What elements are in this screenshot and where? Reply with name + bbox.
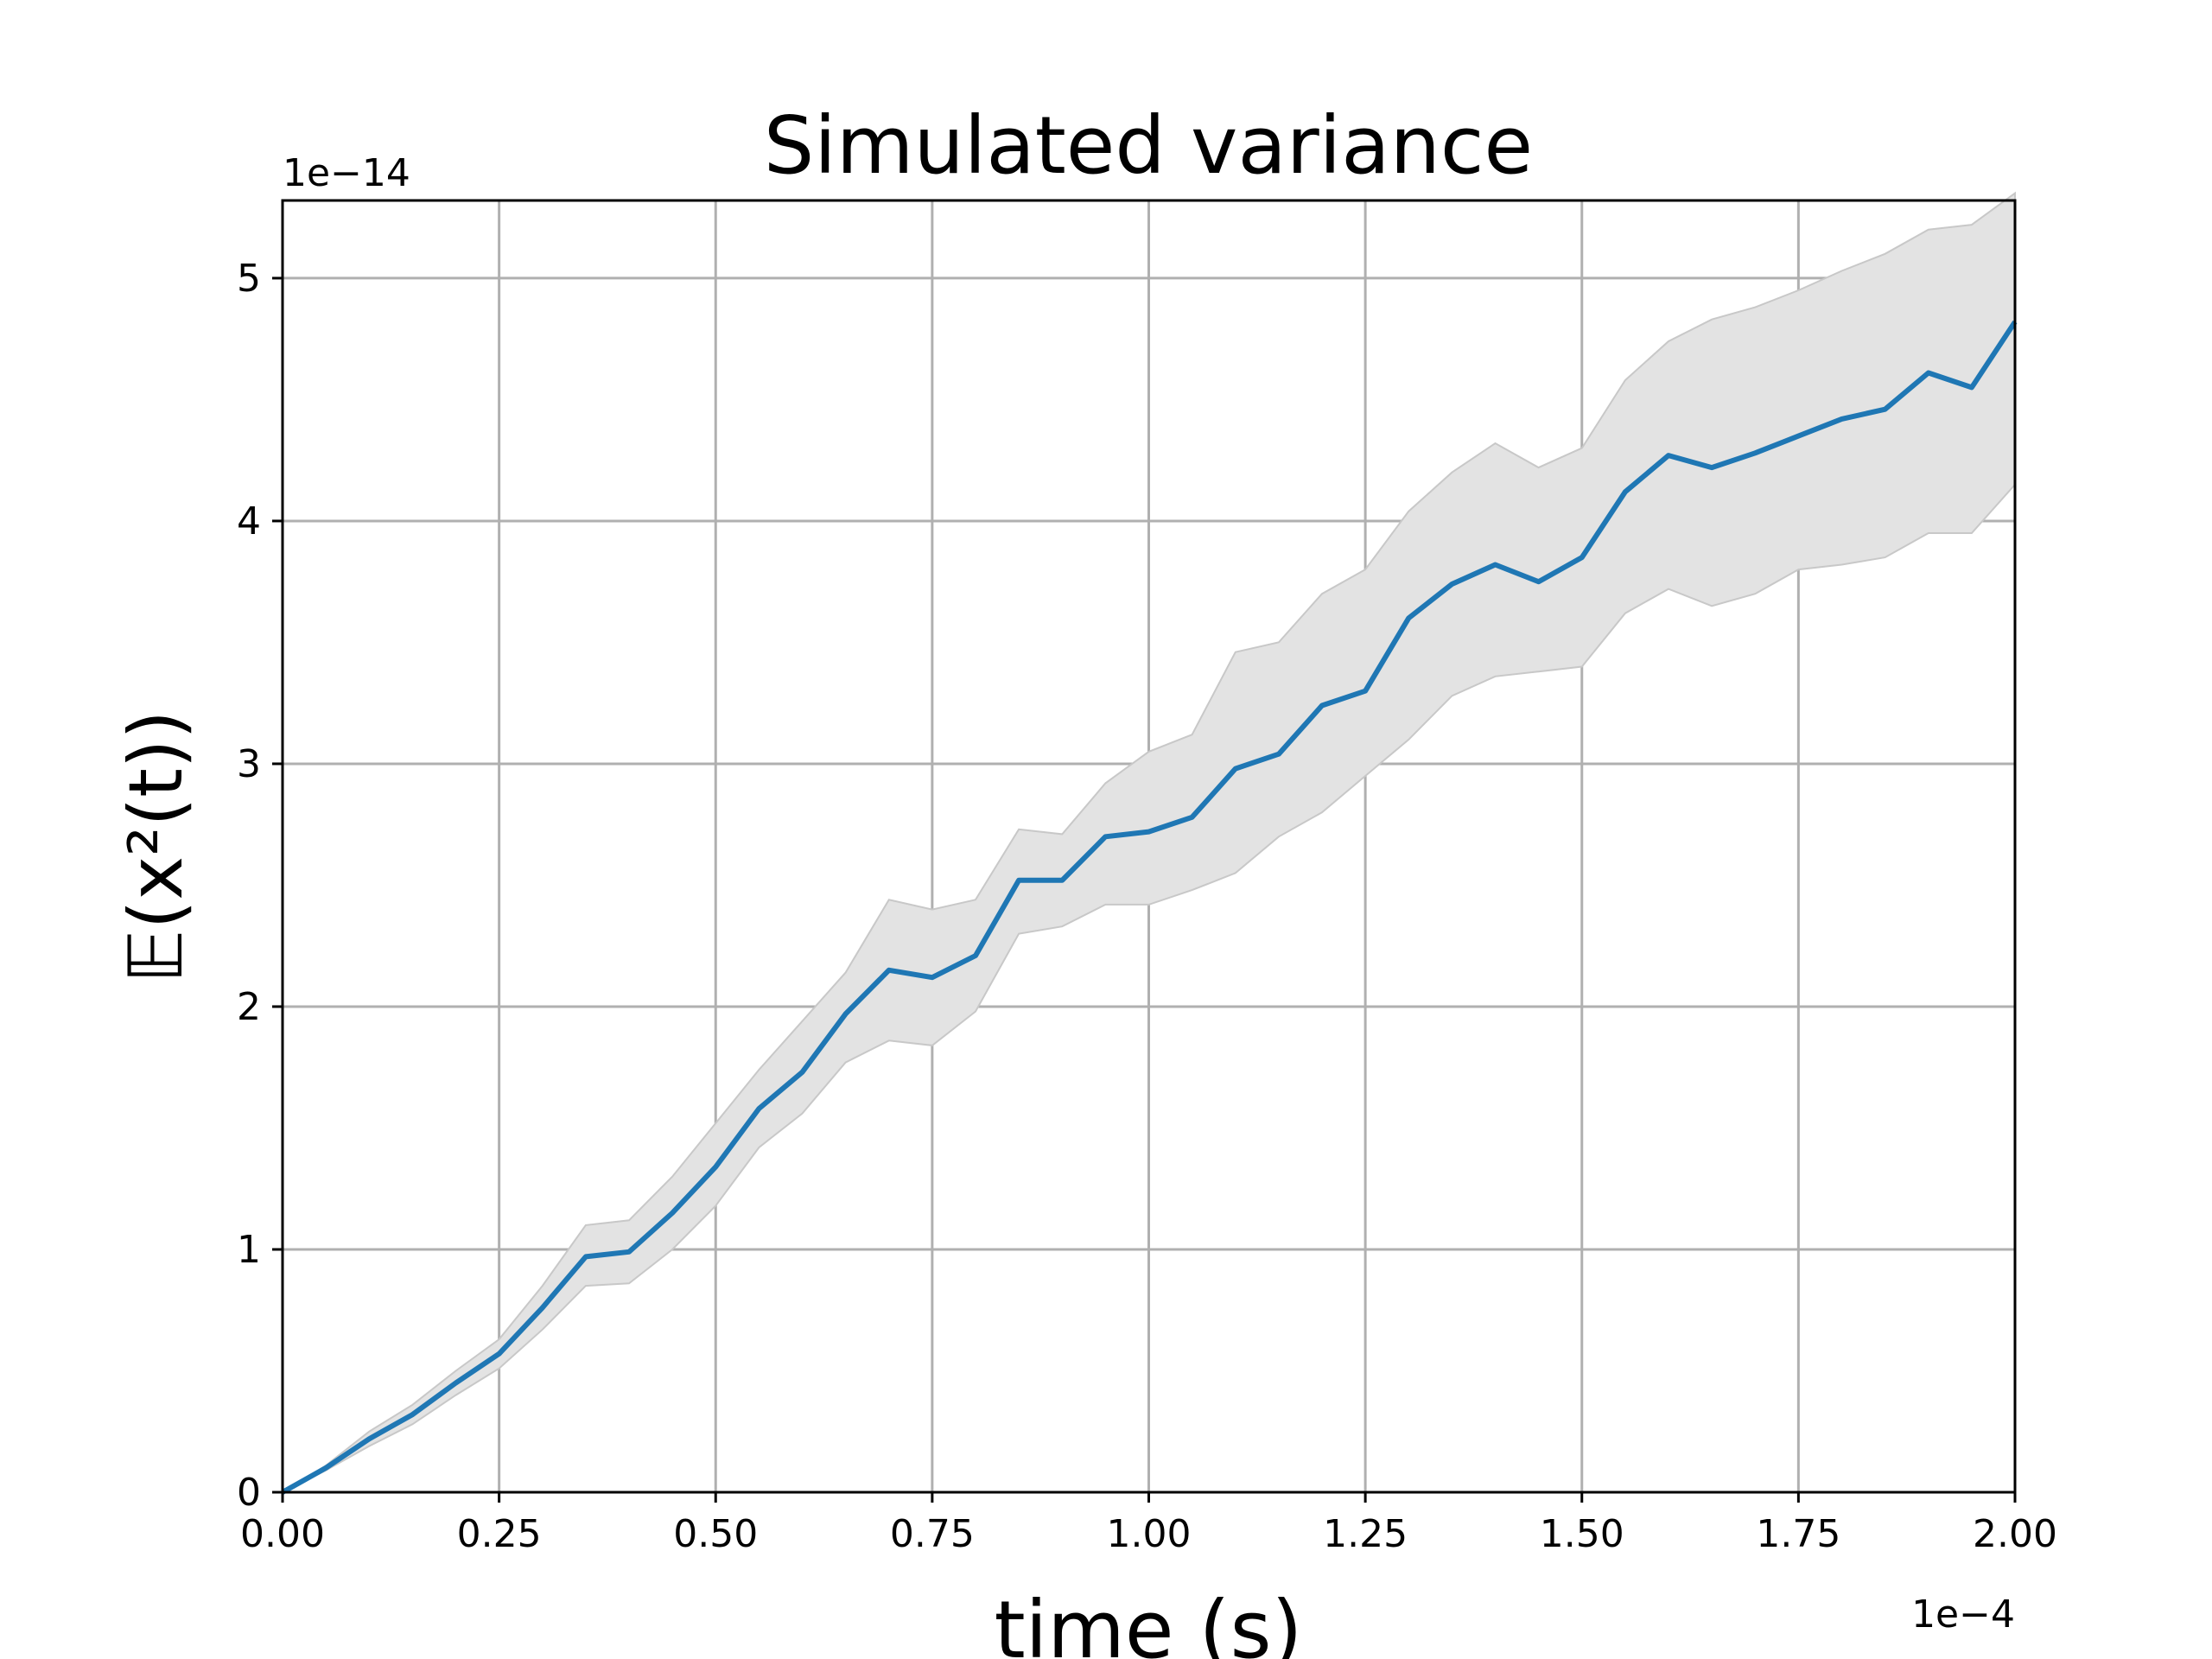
x-offset-label: 1e−4 (1911, 1592, 2015, 1637)
y-tick-label: 4 (237, 499, 261, 543)
series-line (281, 320, 2018, 1495)
x-tick-label: 1.75 (1756, 1512, 1840, 1556)
x-tick-label: 1.00 (1107, 1512, 1192, 1556)
y-offset-label: 1e−14 (283, 151, 410, 195)
x-axis-ticks: 0.00 0.25 0.50 0.75 1.00 1.25 1.50 1.75 2.00 (240, 1492, 2057, 1556)
x-tick-label: 0.00 (240, 1512, 325, 1556)
y-tick-label: 2 (237, 985, 261, 1029)
x-axis-label: time (s) (995, 1584, 1303, 1659)
y-tick-label: 3 (237, 742, 261, 786)
chart-title: Simulated variance (764, 99, 1533, 192)
x-tick-label: 2.00 (1973, 1512, 2057, 1556)
y-axis-ticks: 0 1 2 3 4 5 (237, 257, 283, 1515)
x-tick-label: 1.25 (1323, 1512, 1408, 1556)
series-line-layer (281, 320, 2018, 1495)
y-tick-label: 0 (237, 1471, 261, 1515)
y-tick-label: 1 (237, 1228, 261, 1272)
y-axis-label: 𝔼(x²(t)) (113, 710, 200, 983)
x-tick-label: 1.50 (1540, 1512, 1624, 1556)
y-tick-label: 5 (237, 257, 261, 301)
x-tick-label: 0.50 (673, 1512, 758, 1556)
x-tick-label: 0.25 (457, 1512, 542, 1556)
x-tick-label: 0.75 (890, 1512, 975, 1556)
